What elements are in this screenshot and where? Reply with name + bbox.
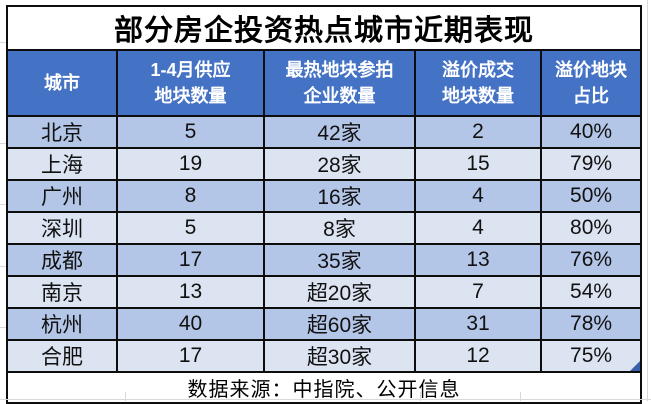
bidders-cell: 35家: [263, 243, 416, 277]
col-header-premium-ratio: 溢价地块 占比: [539, 49, 643, 117]
premium-deals-cell: 2: [414, 115, 542, 149]
bidders-cell: 超20家: [263, 275, 416, 309]
margin-gridline: [647, 0, 648, 401]
bidders-cell: 8家: [263, 211, 416, 245]
bidders-cell: 42家: [263, 115, 416, 149]
col-header-premium-deals: 溢价成交 地块数量: [414, 49, 542, 117]
bidders-cell: 超60家: [263, 307, 416, 341]
premium-deals-cell: 13: [414, 243, 542, 277]
city-cell: 南京: [6, 275, 118, 309]
premium-deals-cell: 4: [414, 179, 542, 213]
premium-ratio-cell: 75%: [539, 339, 643, 373]
city-cell: 上海: [6, 147, 118, 181]
bidders-cell: 28家: [263, 147, 416, 181]
city-cell: 合肥: [6, 339, 118, 373]
city-cell: 广州: [6, 179, 118, 213]
city-cell: 杭州: [6, 307, 118, 341]
premium-ratio-cell: 54%: [539, 275, 643, 309]
table-row-beijing: 北京 5 42家 2 40%: [6, 115, 643, 149]
table-row-nanjing: 南京 13 超20家 7 54%: [6, 275, 643, 309]
supply-cell: 19: [116, 147, 265, 181]
margin-gridline: [0, 266, 6, 267]
premium-deals-cell: 15: [414, 147, 542, 181]
margin-gridline: [0, 143, 6, 144]
supply-cell: 5: [116, 115, 265, 149]
margin-gridline: [420, 392, 421, 401]
premium-deals-cell: 12: [414, 339, 542, 373]
data-source-note: 数据来源：中指院、公开信息: [5, 371, 643, 404]
supply-cell: 13: [116, 275, 265, 309]
premium-ratio-cell: 79%: [539, 147, 643, 181]
premium-ratio-cell: 40%: [539, 115, 643, 149]
table-row-hangzhou: 杭州 40 超60家 31 78%: [6, 307, 643, 341]
city-cell: 深圳: [6, 211, 118, 245]
supply-cell: 5: [116, 211, 265, 245]
margin-gridline: [0, 42, 6, 43]
premium-ratio-value: 75%: [570, 344, 613, 367]
margin-gridline: [0, 327, 6, 328]
col-header-supply-plots: 1-4月供应 地块数量: [116, 49, 265, 117]
cell-corner-marker-icon: [630, 361, 640, 370]
title-row: 部分房企投资热点城市近期表现: [5, 5, 643, 51]
city-cell: 成都: [6, 243, 118, 277]
table-row-shenzhen: 深圳 5 8家 4 80%: [6, 211, 643, 245]
premium-deals-cell: 31: [414, 307, 542, 341]
supply-cell: 8: [116, 179, 265, 213]
margin-gridline: [0, 399, 651, 400]
table-title: 部分房企投资热点城市近期表现: [5, 5, 643, 51]
col-header-city: 城市: [6, 49, 118, 117]
premium-ratio-cell: 80%: [539, 211, 643, 245]
premium-ratio-cell: 50%: [539, 179, 643, 213]
header-row: 城市 1-4月供应 地块数量 最热地块参拍 企业数量 溢价成交 地块数量 溢价地块 占比: [6, 49, 643, 117]
premium-deals-cell: 7: [414, 275, 542, 309]
city-cell: 北京: [6, 115, 118, 149]
premium-ratio-cell: 76%: [539, 243, 643, 277]
col-header-bidding-companies: 最热地块参拍 企业数量: [263, 49, 416, 117]
premium-ratio-cell: 78%: [539, 307, 643, 341]
bidders-cell: 超30家: [263, 339, 416, 373]
city-land-table: 部分房企投资热点城市近期表现 城市 1-4月供应 地块数量 最热地块参拍 企业数量 …: [5, 5, 643, 404]
margin-gridline: [520, 392, 521, 401]
table-row-shanghai: 上海 19 28家 15 79%: [6, 147, 643, 181]
supply-cell: 40: [116, 307, 265, 341]
margin-gridline: [0, 204, 6, 205]
supply-cell: 17: [116, 243, 265, 277]
premium-deals-cell: 4: [414, 211, 542, 245]
table-row-guangzhou: 广州 8 16家 4 50%: [6, 179, 643, 213]
table-row-hefei: 合肥 17 超30家 12 75%: [6, 339, 643, 373]
table-row-chengdu: 成都 17 35家 13 76%: [6, 243, 643, 277]
bidders-cell: 16家: [263, 179, 416, 213]
margin-gridline: [125, 392, 126, 401]
footer-row: 数据来源：中指院、公开信息: [5, 371, 643, 404]
supply-cell: 17: [116, 339, 265, 373]
